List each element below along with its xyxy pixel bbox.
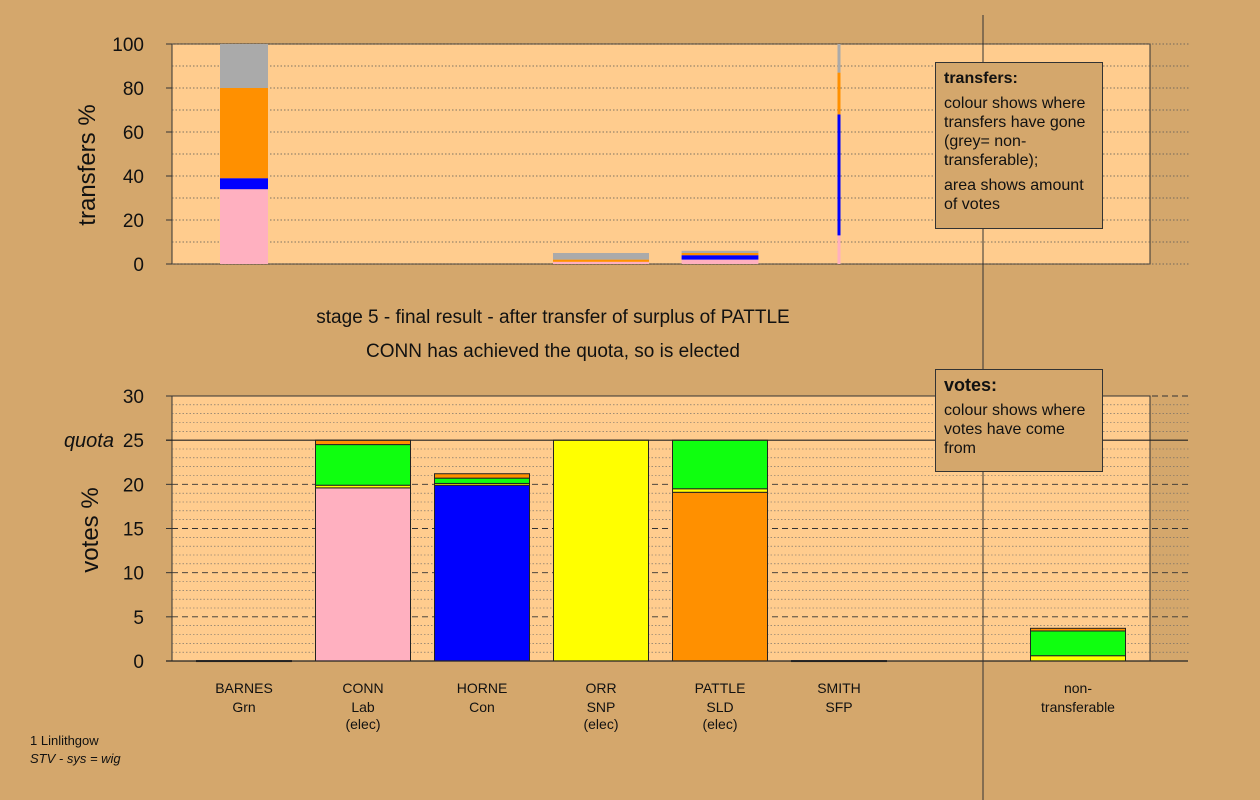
transfers-tick-label: 40 bbox=[123, 167, 144, 188]
candidate-party-label: Grn bbox=[232, 699, 255, 715]
transfer-segment bbox=[220, 189, 268, 264]
transfers-legend-box: transfers: colour shows where transfers … bbox=[935, 62, 1103, 229]
candidate-party-label: SFP bbox=[825, 699, 852, 715]
candidate-name-label: ORR bbox=[585, 680, 616, 696]
transfers-tick-label: 60 bbox=[123, 123, 144, 144]
candidate-elected-label: (elec) bbox=[345, 716, 380, 732]
transfer-segment bbox=[837, 114, 841, 236]
transfer-segment bbox=[681, 250, 759, 253]
candidate-elected-label: (elec) bbox=[702, 716, 737, 732]
transfer-segment bbox=[837, 44, 841, 73]
vote-segment bbox=[672, 439, 768, 490]
vote-segment bbox=[1030, 655, 1126, 662]
candidate-party-label: transferable bbox=[1041, 699, 1115, 715]
transfer-segment bbox=[553, 261, 649, 264]
transfers-legend-heading: transfers: bbox=[944, 70, 1018, 87]
transfer-segment bbox=[220, 88, 268, 179]
candidate-party-label: Con bbox=[469, 699, 495, 715]
x-axis-labels: BARNESGrnCONNLab(elec)HORNEConORRSNP(ele… bbox=[215, 680, 1115, 732]
quota-label: quota bbox=[64, 430, 114, 452]
chart-title-line2: CONN has achieved the quota, so is elect… bbox=[366, 341, 740, 362]
votes-tick-label: 15 bbox=[123, 520, 144, 541]
vote-segment bbox=[672, 491, 768, 662]
vote-segment bbox=[434, 473, 530, 479]
vote-segment bbox=[1030, 630, 1126, 657]
votes-tick-label: 0 bbox=[133, 652, 144, 673]
candidate-party-label: SLD bbox=[706, 699, 733, 715]
votes-tick-label: 5 bbox=[133, 608, 144, 629]
vote-segment bbox=[1030, 627, 1126, 632]
votes-tick-label: 30 bbox=[123, 387, 144, 408]
candidate-party-label: Lab bbox=[351, 699, 375, 715]
transfer-segment bbox=[837, 72, 841, 115]
transfer-segment bbox=[681, 253, 759, 256]
candidate-name-label: PATTLE bbox=[695, 680, 746, 696]
votes-legend-heading: votes: bbox=[944, 375, 998, 395]
candidate-party-label: SNP bbox=[587, 699, 616, 715]
footer-system: STV - sys = wig bbox=[30, 751, 121, 766]
vote-segment bbox=[315, 439, 411, 446]
transfers-tick-label: 100 bbox=[112, 35, 144, 56]
transfer-segment bbox=[837, 235, 841, 264]
votes-legend-text1: colour shows where votes have come from bbox=[944, 402, 1086, 457]
chart-title-line1: stage 5 - final result - after transfer … bbox=[316, 307, 789, 328]
candidate-name-label: HORNE bbox=[457, 680, 508, 696]
votes-tick-label: 10 bbox=[123, 564, 144, 585]
vote-segment bbox=[553, 439, 649, 662]
vote-segment bbox=[315, 444, 411, 486]
votes-y-label: votes % bbox=[77, 487, 104, 572]
candidate-name-label: BARNES bbox=[215, 680, 273, 696]
transfers-y-label: transfers % bbox=[74, 104, 101, 225]
footer-constituency: 1 Linlithgow bbox=[30, 733, 99, 748]
candidate-name-label: CONN bbox=[342, 680, 383, 696]
transfer-segment bbox=[220, 178, 268, 190]
vote-segment bbox=[315, 487, 411, 662]
candidate-elected-label: (elec) bbox=[583, 716, 618, 732]
vote-segment bbox=[672, 488, 768, 493]
candidate-name-label: non- bbox=[1064, 680, 1092, 696]
votes-tick-label: 25 bbox=[123, 431, 144, 452]
vote-segment bbox=[434, 477, 530, 484]
transfers-tick-label: 0 bbox=[133, 255, 144, 276]
transfers-legend-text1: colour shows where transfers have gone (… bbox=[944, 95, 1086, 169]
transfer-segment bbox=[681, 255, 759, 260]
votes-legend-box: votes: colour shows where votes have com… bbox=[935, 369, 1103, 472]
vote-segment bbox=[434, 484, 530, 662]
transfers-tick-label: 80 bbox=[123, 79, 144, 100]
candidate-name-label: SMITH bbox=[817, 680, 861, 696]
votes-tick-label: 20 bbox=[123, 475, 144, 496]
transfer-segment bbox=[553, 253, 649, 260]
transfers-tick-label: 20 bbox=[123, 211, 144, 232]
transfer-segment bbox=[681, 259, 759, 264]
transfer-segment bbox=[220, 44, 268, 88]
transfers-legend-text2: area shows amount of votes bbox=[944, 177, 1084, 213]
transfer-segment bbox=[553, 259, 649, 262]
votes-chart: 0 5 10 15 20 25 30 bbox=[123, 387, 1190, 673]
